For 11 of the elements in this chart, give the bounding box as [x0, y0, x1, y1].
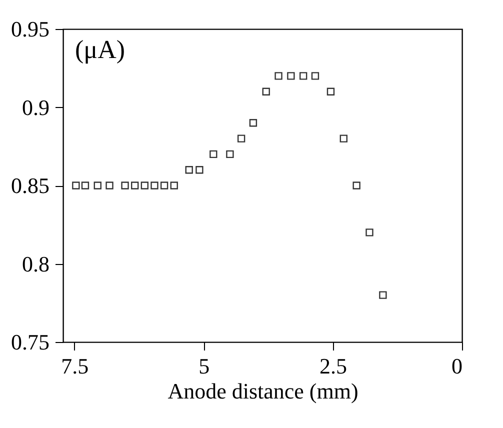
annotation: (μA) [75, 35, 126, 64]
x-tick-label: 0 [452, 354, 462, 378]
x-tick-label: 2.5 [320, 354, 348, 378]
x-tick-label: 5 [198, 354, 210, 378]
y-tick-label: 0.95 [11, 16, 50, 42]
y-tick-label: 0.8 [22, 251, 50, 276]
y-tick-label: 0.75 [11, 330, 50, 354]
x-axis-title: Anode distance (mm) [168, 378, 358, 404]
y-tick-label: 0.9 [22, 94, 50, 120]
x-tick-label: 7.5 [61, 354, 89, 378]
y-tick-label: 0.85 [11, 173, 50, 198]
